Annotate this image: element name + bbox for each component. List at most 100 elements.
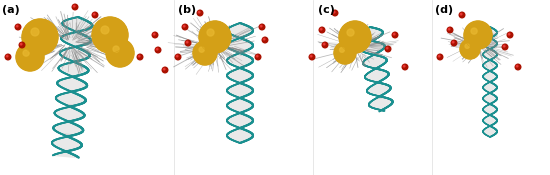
Circle shape bbox=[323, 43, 325, 45]
Circle shape bbox=[199, 47, 204, 52]
Polygon shape bbox=[227, 53, 253, 68]
Polygon shape bbox=[363, 54, 387, 68]
Polygon shape bbox=[369, 96, 393, 110]
Circle shape bbox=[465, 44, 469, 48]
Circle shape bbox=[403, 65, 405, 67]
Circle shape bbox=[256, 55, 258, 57]
Polygon shape bbox=[56, 92, 86, 106]
Circle shape bbox=[471, 28, 477, 34]
Polygon shape bbox=[227, 23, 253, 38]
Circle shape bbox=[333, 11, 335, 13]
Circle shape bbox=[19, 42, 25, 48]
Circle shape bbox=[515, 64, 521, 70]
Circle shape bbox=[183, 25, 185, 27]
Polygon shape bbox=[361, 41, 385, 55]
Polygon shape bbox=[52, 136, 82, 151]
Circle shape bbox=[31, 28, 39, 36]
Polygon shape bbox=[227, 38, 253, 53]
Circle shape bbox=[319, 27, 325, 33]
Circle shape bbox=[15, 24, 21, 30]
Circle shape bbox=[309, 54, 315, 60]
Polygon shape bbox=[359, 27, 383, 41]
Polygon shape bbox=[365, 68, 389, 82]
Circle shape bbox=[186, 41, 188, 43]
Circle shape bbox=[163, 68, 165, 70]
Circle shape bbox=[185, 40, 191, 46]
Circle shape bbox=[322, 42, 328, 48]
Circle shape bbox=[437, 54, 443, 60]
Polygon shape bbox=[483, 38, 497, 49]
Circle shape bbox=[259, 24, 265, 30]
Polygon shape bbox=[483, 82, 497, 93]
Circle shape bbox=[447, 27, 453, 33]
Circle shape bbox=[502, 44, 508, 50]
Circle shape bbox=[207, 29, 214, 36]
Polygon shape bbox=[483, 49, 497, 60]
Circle shape bbox=[153, 33, 155, 35]
Circle shape bbox=[16, 43, 44, 71]
Polygon shape bbox=[483, 104, 497, 115]
Circle shape bbox=[92, 12, 98, 18]
Text: (a): (a) bbox=[2, 5, 20, 15]
Text: (d): (d) bbox=[435, 5, 453, 15]
Circle shape bbox=[460, 13, 462, 15]
Circle shape bbox=[339, 21, 371, 53]
Polygon shape bbox=[60, 47, 90, 62]
Polygon shape bbox=[483, 115, 497, 126]
Circle shape bbox=[175, 54, 181, 60]
Polygon shape bbox=[53, 151, 79, 158]
Circle shape bbox=[385, 46, 391, 52]
Circle shape bbox=[260, 25, 262, 27]
Polygon shape bbox=[227, 128, 253, 143]
Polygon shape bbox=[62, 17, 92, 32]
Circle shape bbox=[138, 55, 140, 57]
Polygon shape bbox=[227, 113, 253, 128]
Polygon shape bbox=[483, 60, 497, 71]
Polygon shape bbox=[483, 27, 497, 38]
Circle shape bbox=[393, 33, 395, 35]
Polygon shape bbox=[227, 83, 253, 98]
Polygon shape bbox=[53, 121, 83, 136]
Polygon shape bbox=[483, 93, 497, 104]
Circle shape bbox=[92, 17, 128, 53]
Circle shape bbox=[72, 4, 78, 10]
Polygon shape bbox=[227, 68, 253, 83]
Circle shape bbox=[508, 33, 510, 35]
Text: (b): (b) bbox=[178, 5, 196, 15]
Circle shape bbox=[516, 65, 518, 67]
Circle shape bbox=[162, 67, 168, 73]
Circle shape bbox=[156, 48, 158, 50]
Circle shape bbox=[402, 64, 408, 70]
Circle shape bbox=[464, 21, 492, 49]
Circle shape bbox=[6, 55, 8, 57]
Circle shape bbox=[23, 50, 29, 56]
Circle shape bbox=[106, 39, 134, 67]
Circle shape bbox=[507, 32, 513, 38]
Circle shape bbox=[448, 28, 450, 30]
Circle shape bbox=[438, 55, 440, 57]
Circle shape bbox=[199, 11, 200, 13]
Polygon shape bbox=[58, 62, 89, 77]
Polygon shape bbox=[367, 82, 390, 96]
Circle shape bbox=[452, 41, 454, 43]
Circle shape bbox=[386, 47, 388, 49]
Circle shape bbox=[392, 32, 398, 38]
Circle shape bbox=[347, 29, 354, 36]
Polygon shape bbox=[483, 71, 497, 82]
Circle shape bbox=[263, 38, 265, 40]
Circle shape bbox=[20, 43, 22, 45]
Circle shape bbox=[262, 37, 268, 43]
Circle shape bbox=[94, 13, 95, 15]
Circle shape bbox=[451, 40, 457, 46]
Circle shape bbox=[16, 25, 18, 27]
Circle shape bbox=[177, 55, 178, 57]
Text: (c): (c) bbox=[318, 5, 335, 15]
Circle shape bbox=[503, 45, 505, 47]
Circle shape bbox=[310, 55, 312, 57]
Polygon shape bbox=[483, 126, 497, 137]
Circle shape bbox=[255, 54, 261, 60]
Polygon shape bbox=[227, 98, 253, 113]
Circle shape bbox=[182, 24, 188, 30]
Circle shape bbox=[332, 10, 338, 16]
Circle shape bbox=[155, 47, 161, 53]
